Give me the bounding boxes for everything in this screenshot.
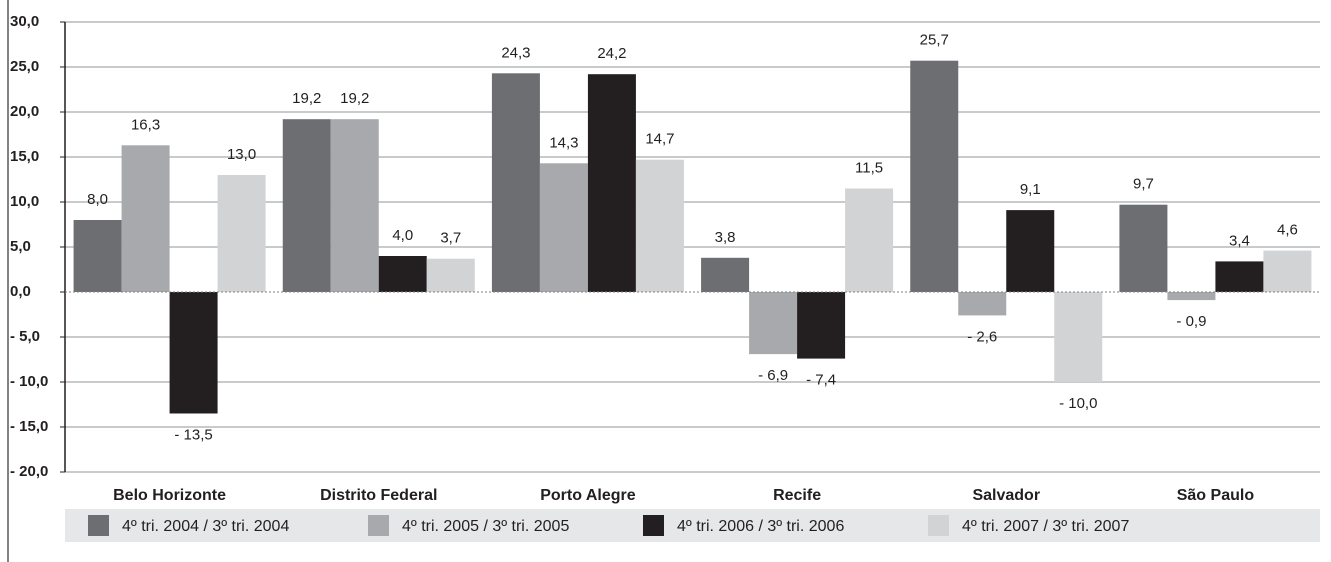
bar bbox=[1263, 250, 1312, 292]
y-tick-label: - 20,0 bbox=[10, 463, 48, 480]
y-tick-label: 15,0 bbox=[10, 148, 39, 165]
value-label: 11,5 bbox=[855, 159, 883, 176]
x-tick-label: São Paulo bbox=[1177, 487, 1255, 504]
legend-label: 4º tri. 2004 / 3º tri. 2004 bbox=[122, 518, 289, 535]
bar bbox=[797, 292, 846, 359]
x-tick-label: Porto Alegre bbox=[540, 487, 636, 504]
x-tick-label: Distrito Federal bbox=[320, 487, 437, 504]
value-label: 24,3 bbox=[501, 44, 530, 61]
value-label: 14,3 bbox=[549, 134, 578, 151]
x-tick-label: Recife bbox=[773, 487, 821, 504]
value-label: 19,2 bbox=[292, 90, 321, 107]
value-label: 4,6 bbox=[1277, 222, 1298, 239]
legend-background bbox=[65, 509, 1320, 542]
value-label: 9,7 bbox=[1133, 176, 1154, 193]
bar bbox=[169, 292, 218, 414]
legend-swatch bbox=[928, 515, 949, 536]
bar bbox=[378, 256, 427, 292]
legend-label: 4º tri. 2006 / 3º tri. 2006 bbox=[677, 518, 844, 535]
bar bbox=[1054, 292, 1103, 382]
bar bbox=[539, 163, 588, 292]
y-tick-label: 25,0 bbox=[10, 58, 39, 75]
value-label: 9,1 bbox=[1020, 181, 1041, 198]
value-label: 3,8 bbox=[715, 229, 736, 246]
y-tick-label: 5,0 bbox=[10, 238, 31, 255]
value-label: - 13,5 bbox=[174, 426, 212, 443]
value-label: 25,7 bbox=[920, 32, 949, 49]
value-label: 13,0 bbox=[227, 146, 256, 163]
y-tick-label: 30,0 bbox=[10, 13, 39, 30]
value-label: - 0,9 bbox=[1176, 313, 1206, 330]
value-label: - 6,9 bbox=[758, 367, 788, 384]
y-tick-label: - 15,0 bbox=[10, 418, 48, 435]
value-label: - 10,0 bbox=[1059, 395, 1097, 412]
bar bbox=[1215, 261, 1264, 292]
bar bbox=[1119, 204, 1168, 292]
bar bbox=[217, 175, 266, 292]
value-label: - 2,6 bbox=[967, 328, 997, 345]
value-label: 8,0 bbox=[87, 191, 108, 208]
bar bbox=[587, 74, 636, 292]
bar bbox=[845, 188, 894, 292]
y-tick-label: 10,0 bbox=[10, 193, 39, 210]
y-tick-label: 20,0 bbox=[10, 103, 39, 120]
bar bbox=[958, 292, 1007, 316]
legend-label: 4º tri. 2007 / 3º tri. 2007 bbox=[962, 518, 1129, 535]
x-tick-label: Belo Horizonte bbox=[113, 487, 226, 504]
y-tick-label: - 5,0 bbox=[10, 328, 40, 345]
bar bbox=[1167, 292, 1216, 301]
bar bbox=[910, 60, 959, 293]
bar bbox=[282, 119, 331, 292]
value-label: 16,3 bbox=[131, 116, 160, 133]
x-tick-label: Salvador bbox=[972, 487, 1040, 504]
bar bbox=[749, 292, 798, 355]
value-label: 19,2 bbox=[340, 90, 369, 107]
legend-swatch bbox=[643, 515, 664, 536]
y-tick-label: - 10,0 bbox=[10, 373, 48, 390]
bar bbox=[1006, 210, 1055, 292]
bar bbox=[635, 159, 684, 292]
value-label: 3,4 bbox=[1229, 232, 1250, 249]
bar bbox=[121, 145, 170, 292]
value-label: 14,7 bbox=[645, 131, 674, 148]
value-label: 24,2 bbox=[597, 45, 626, 62]
legend-swatch bbox=[88, 515, 109, 536]
value-label: - 7,4 bbox=[806, 372, 836, 389]
bar bbox=[330, 119, 379, 292]
bar bbox=[426, 258, 475, 292]
value-label: 3,7 bbox=[440, 230, 461, 247]
legend-label: 4º tri. 2005 / 3º tri. 2005 bbox=[402, 518, 569, 535]
bar bbox=[491, 73, 540, 292]
value-label: 4,0 bbox=[392, 227, 413, 244]
legend: 4º tri. 2004 / 3º tri. 2004 4º tri. 2005 … bbox=[65, 509, 1320, 542]
legend-swatch bbox=[368, 515, 389, 536]
bar bbox=[73, 220, 122, 292]
bar bbox=[701, 257, 750, 292]
y-tick-label: 0,0 bbox=[10, 283, 31, 300]
